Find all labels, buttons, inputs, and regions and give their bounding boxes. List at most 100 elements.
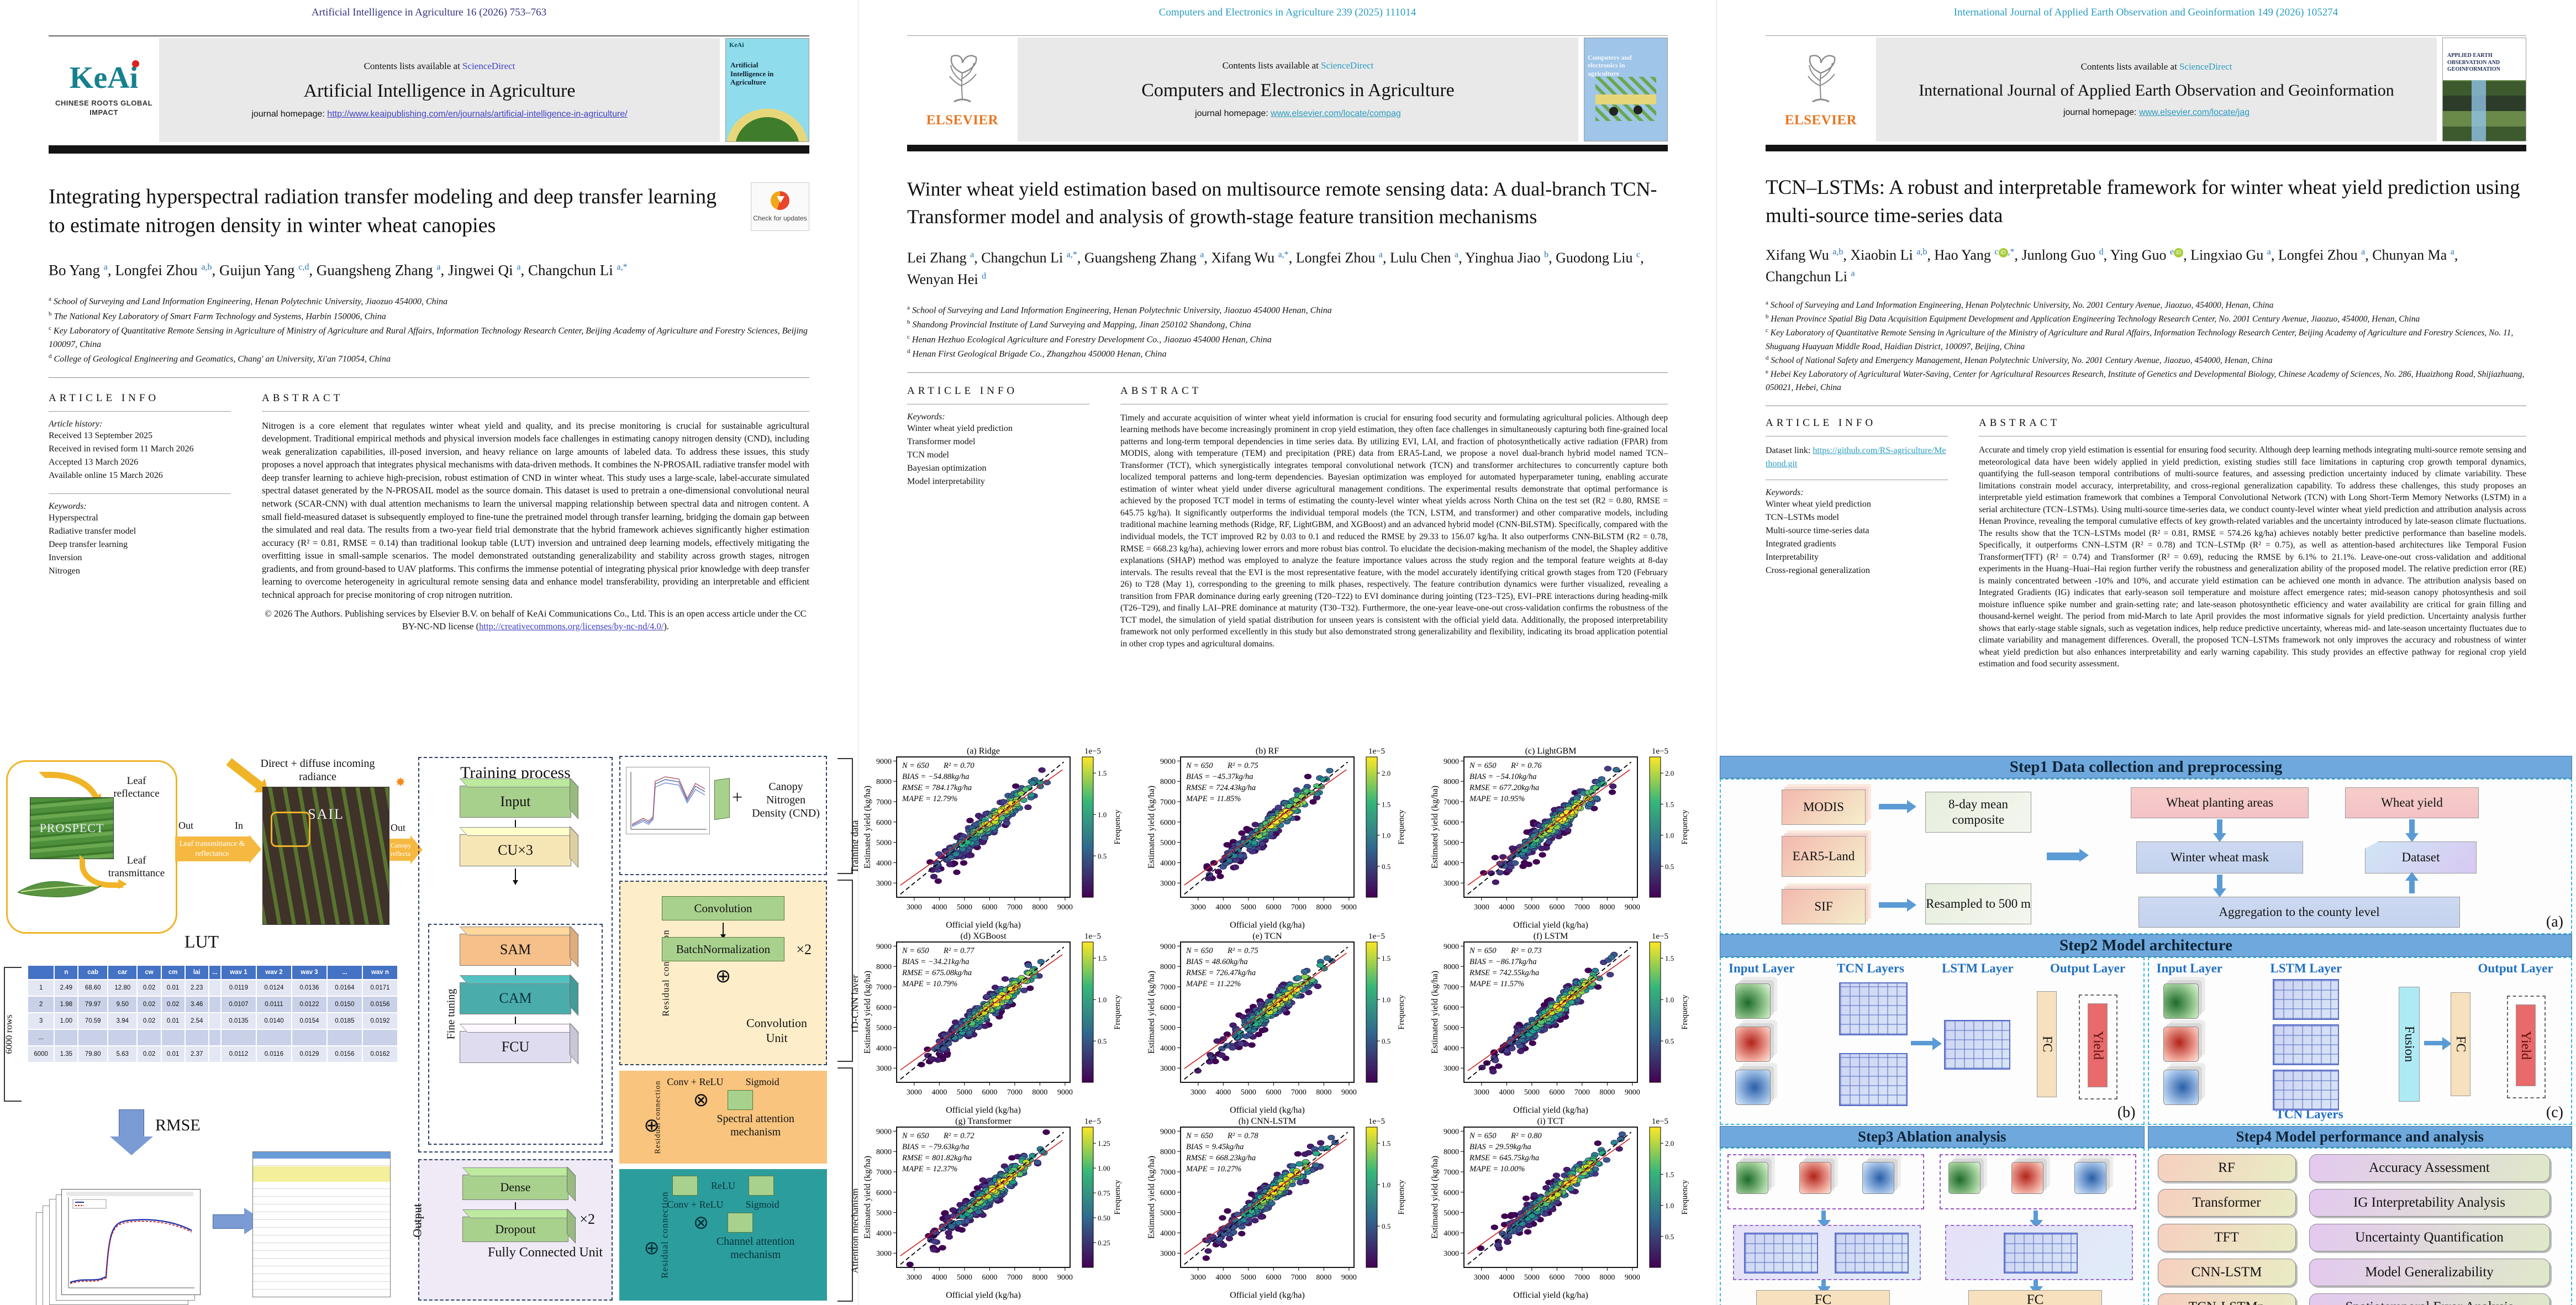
svg-text:4000: 4000 — [876, 1044, 892, 1053]
copyright-line: © 2026 The Authors. Publishing services … — [265, 608, 807, 632]
lut-cell — [54, 1029, 79, 1046]
input-stack-red — [2011, 1162, 2043, 1194]
author: Lei Zhang a — [907, 250, 974, 266]
svg-text:8000: 8000 — [1160, 963, 1176, 971]
svg-text:1.0: 1.0 — [1665, 832, 1674, 840]
svg-text:1e−5: 1e−5 — [1084, 1117, 1101, 1126]
affiliation: b The National Key Laboratory of Smart F… — [49, 310, 386, 321]
svg-text:MAPE = 10.00%: MAPE = 10.00% — [1469, 1165, 1525, 1174]
lut-cell: 3.94 — [107, 1012, 138, 1030]
fc-bar: FC — [2450, 992, 2470, 1096]
feature-cube-icon — [672, 1176, 698, 1196]
sciencedirect-link[interactable]: ScienceDirect — [1321, 60, 1374, 71]
svg-text:5000: 5000 — [1160, 839, 1176, 848]
elsevier-tree-icon — [949, 55, 977, 103]
orcid-icon[interactable]: iD — [2174, 248, 2184, 258]
homepage-link[interactable]: http://www.keaipublishing.com/en/journal… — [327, 109, 628, 119]
mult-op-icon: ⊗ — [693, 1212, 709, 1234]
svg-text:8000: 8000 — [876, 778, 892, 786]
check-updates-badge[interactable]: Check for updates — [751, 182, 809, 231]
svg-text:BIAS = 48.60kg/ha: BIAS = 48.60kg/ha — [1186, 957, 1248, 966]
svg-text:9000: 9000 — [1057, 1088, 1073, 1097]
paper-left: Artificial Intelligence in Agriculture 1… — [0, 0, 858, 1305]
leaf-icon — [17, 881, 102, 898]
ablation-grid-panel — [1733, 1225, 1921, 1280]
lut-cell: 0.01 — [160, 1012, 186, 1030]
svg-text:4000: 4000 — [1499, 1274, 1515, 1282]
svg-text:Estimated yield (kg/ha): Estimated yield (kg/ha) — [1430, 786, 1440, 869]
homepage-link[interactable]: www.elsevier.com/locate/jag — [2138, 108, 2250, 117]
fc-bar: FC — [1756, 1290, 1890, 1305]
svg-text:4000: 4000 — [1215, 1088, 1231, 1097]
lut-cell — [208, 1012, 222, 1030]
svg-text:7000: 7000 — [1007, 1274, 1023, 1282]
svg-text:Estimated yield (kg/ha): Estimated yield (kg/ha) — [1430, 1156, 1440, 1239]
author: Ying Guo e iD — [2110, 247, 2184, 263]
svg-text:7000: 7000 — [1160, 798, 1176, 807]
svg-text:5000: 5000 — [1160, 1024, 1176, 1033]
svg-text:RMSE = 677.20kg/ha: RMSE = 677.20kg/ha — [1469, 783, 1539, 792]
journal-title: International Journal of Applied Earth O… — [1919, 81, 2394, 99]
abstract: ABSTRACT Nitrogen is a core element that… — [262, 392, 809, 633]
lut-cell: 0.0140 — [255, 1012, 292, 1030]
svg-text:Official yield (kg/ha): Official yield (kg/ha) — [1230, 1106, 1305, 1115]
lut-cell — [208, 996, 222, 1013]
lut-header-cell: wav 1 — [220, 965, 257, 980]
svg-text:3000: 3000 — [1160, 1065, 1176, 1073]
svg-text:9000: 9000 — [1625, 1088, 1640, 1097]
homepage-line: journal homepage: http://www.keaipublish… — [251, 109, 628, 119]
svg-text:3000: 3000 — [1444, 880, 1459, 888]
homepage-link[interactable]: www.elsevier.com/locate/compag — [1271, 109, 1401, 118]
lut-cell — [184, 1029, 209, 1046]
citation: Computers and Electronics in Agriculture… — [1158, 7, 1416, 18]
svg-text:MAPE = 12.79%: MAPE = 12.79% — [902, 794, 957, 803]
svg-text:N = 650: N = 650 — [1186, 1132, 1213, 1140]
lut-cell: 0.0119 — [220, 979, 257, 997]
svg-text:9000: 9000 — [1160, 757, 1176, 766]
svg-text:7000: 7000 — [1291, 903, 1307, 912]
input-stack-blue — [1735, 1070, 1771, 1105]
svg-text:0.5: 0.5 — [1098, 1037, 1107, 1045]
svg-text:1.0: 1.0 — [1665, 996, 1674, 1004]
sciencedirect-link[interactable]: ScienceDirect — [2179, 61, 2232, 72]
svg-text:5000: 5000 — [876, 839, 892, 848]
arrow-icon — [1879, 800, 1916, 813]
svg-text:0.5: 0.5 — [1382, 862, 1390, 871]
svg-text:2.0: 2.0 — [1665, 1139, 1674, 1148]
svg-text:MAPE = 10.95%: MAPE = 10.95% — [1469, 794, 1525, 803]
analysis-pill: IG Interpretability Analysis — [2309, 1189, 2550, 1217]
analysis-pill: Spatiotemporal Error Analysis — [2309, 1293, 2550, 1305]
tcn-grid — [1839, 982, 1908, 1035]
sciencedirect-link[interactable]: ScienceDirect — [462, 61, 515, 71]
info-list-item: Radiative transfer model — [49, 526, 136, 536]
svg-text:8000: 8000 — [876, 1148, 892, 1156]
svg-text:Official yield (kg/ha): Official yield (kg/ha) — [1514, 1291, 1589, 1300]
lut-header-cell: lai — [184, 965, 209, 980]
spectral-attention-box: Residual connection Conv + ReLU Sigmoid … — [619, 1071, 827, 1164]
lut-cell: 12.80 — [107, 979, 138, 997]
author: Guijun Yang c,d — [219, 261, 309, 278]
lut-cell: 2.23 — [184, 979, 209, 997]
author: Guangsheng Zhang a — [1084, 250, 1204, 266]
orcid-icon[interactable]: iD — [1998, 248, 2008, 258]
article-info: ARTICLE INFO Dataset link: https://githu… — [1766, 417, 1948, 670]
input-stack-green — [1735, 983, 1771, 1019]
info-list-item: Hyperspectral — [49, 513, 98, 523]
svg-text:Estimated yield (kg/ha): Estimated yield (kg/ha) — [1147, 786, 1156, 869]
cnn-layer-box: Residual connection Convolution BatchNor… — [619, 881, 827, 1065]
svg-text:5000: 5000 — [1241, 903, 1256, 912]
model-pill: CNN-LSTM — [2157, 1259, 2296, 1286]
svg-text:Frequency: Frequency — [1113, 1180, 1122, 1215]
license-link[interactable]: http://creativecommons.org/licenses/by-n… — [479, 621, 664, 632]
info-list-item: Winter wheat yield prediction — [907, 423, 1013, 433]
lut-cell — [107, 1029, 138, 1046]
lut-cell — [208, 1029, 222, 1046]
svg-text:Frequency: Frequency — [1681, 994, 1689, 1030]
info-list-item: Interpretability — [1766, 552, 1819, 562]
svg-text:3000: 3000 — [1474, 1088, 1489, 1097]
lut-cell: 2.49 — [54, 979, 79, 997]
attention-bracket: Attention mechanism — [837, 1067, 858, 1302]
dataset-link[interactable]: https://github.com/RS-agriculture/Methon… — [1766, 445, 1946, 469]
lut-cell — [136, 1029, 162, 1046]
